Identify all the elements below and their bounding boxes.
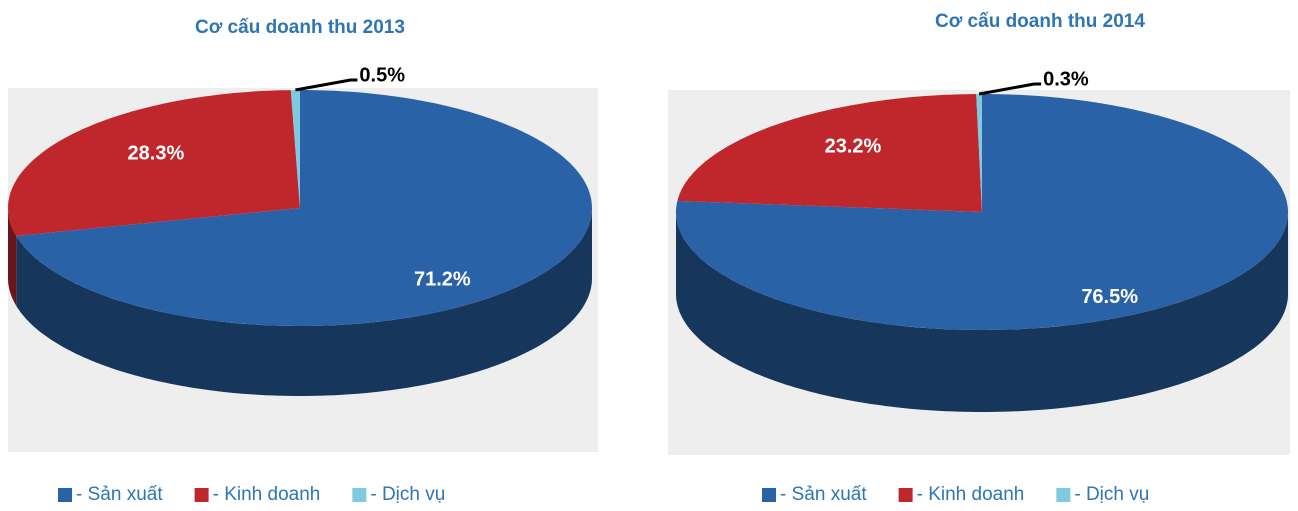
legend-label: - Kinh doanh [213,484,321,505]
legend-label: - Kinh doanh [917,484,1025,505]
legend-swatch [1056,488,1071,502]
value-label: 0.3% [1043,68,1089,90]
pie-slice [290,90,300,208]
chart-title: Cơ cấu doanh thu 2013 [195,17,405,38]
pie-side [16,208,593,396]
value-label: 0.5% [359,64,405,86]
leader-line [295,78,358,92]
pie-slice [8,90,300,236]
value-label: 76.5% [1081,286,1138,308]
pie-slice [976,94,982,212]
value-label: 28.3% [128,143,185,165]
legend-label: - Dịch vụ [370,484,445,505]
legend-label: - Sản xuất [780,484,867,505]
leader-line [978,82,1042,96]
legend-swatch [352,488,367,502]
legend-swatch [194,488,209,502]
pie-slice [16,90,593,326]
chart-title: Cơ cấu doanh thu 2014 [935,11,1145,32]
value-label: 71.2% [414,268,471,290]
value-label: 23.2% [825,135,882,157]
legend-label: - Sản xuất [76,484,163,505]
legend-swatch [58,488,72,502]
legend-swatch [762,488,776,502]
pie-slice [677,94,982,212]
pie-side [8,208,17,306]
legend-label: - Dịch vụ [1074,484,1149,505]
pie-side [676,212,1288,412]
legend-swatch [898,488,913,502]
